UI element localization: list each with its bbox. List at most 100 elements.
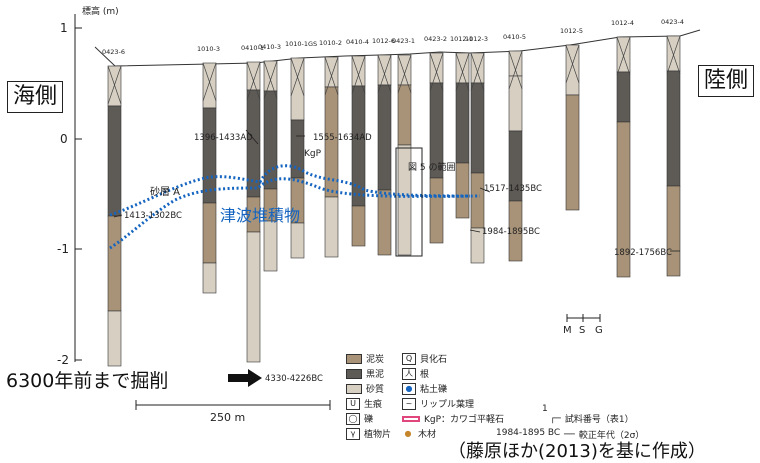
legend-item: ● 木材 xyxy=(402,427,437,441)
topsoil-mark xyxy=(246,61,261,101)
grain-label: S xyxy=(579,325,585,336)
column-id-label: 0410-4 xyxy=(346,38,369,46)
column-id-label: 1012-5 xyxy=(560,27,583,35)
topsoil-mark xyxy=(616,36,631,76)
column-id-label: 0423-2 xyxy=(424,35,447,43)
kgp-label: KgP xyxy=(304,149,322,159)
sand-layer xyxy=(470,52,485,84)
date-label: 1892-1756BC xyxy=(614,248,672,258)
land-side-label: 陸側 xyxy=(698,65,755,97)
legend-item: KgP：カワゴ平軽石 xyxy=(402,412,504,425)
legend-item: U 生痕 xyxy=(346,397,382,410)
topsoil-mark xyxy=(290,57,305,97)
sand-layer xyxy=(397,144,412,256)
date-label: 4330-4226BC xyxy=(265,374,323,384)
core-column: 1012-4 xyxy=(611,19,634,278)
sand-layer xyxy=(455,52,470,84)
mud-layer xyxy=(377,84,392,191)
excavation-arrow xyxy=(228,369,262,387)
peat-layer xyxy=(470,172,485,229)
sand-swatch xyxy=(346,383,362,394)
mud-layer xyxy=(107,105,122,217)
legend-calib-age: ── 較正年代（2σ） xyxy=(564,429,645,442)
root-icon: 人 xyxy=(402,367,416,380)
sand-layer xyxy=(470,227,485,264)
kgp-pumice-swatch xyxy=(402,415,420,422)
scale-label: 250 m xyxy=(210,411,245,424)
mud-layer xyxy=(470,82,485,174)
date-label: 1555-1634AD xyxy=(313,133,372,143)
topsoil-mark xyxy=(666,35,681,75)
sample-line-icon: ┌─ xyxy=(550,413,561,424)
sand-layer xyxy=(565,44,580,96)
legend: 泥炭 黒泥 砂質 U 生痕 ◯ 礫 γ 植物片 Q 貝化石 人根 ● 粘土礫 ~ リップル葉… xyxy=(346,352,706,452)
wood-icon: ● xyxy=(404,428,412,438)
topsoil-mark xyxy=(107,65,122,105)
fig5-range-box xyxy=(395,147,423,257)
core-column: 0423-6 xyxy=(102,48,125,367)
core-column: 0423-2 xyxy=(424,35,447,244)
column-id-label: 1012-3 xyxy=(465,35,488,43)
peat-layer xyxy=(508,200,523,262)
y-tick-label: 0 xyxy=(60,132,68,146)
sand-layer xyxy=(351,55,366,87)
sand-layer xyxy=(263,60,278,92)
clay-gravel-icon: ● xyxy=(402,382,416,395)
peat-layer xyxy=(455,162,470,219)
column-id-label: 0410-3 xyxy=(258,43,281,51)
column-id-label: 1012-4 xyxy=(611,19,634,27)
sand-layer xyxy=(508,50,523,77)
core-column: 1012-6 xyxy=(372,37,395,256)
plant-fragment-icon: γ xyxy=(346,427,360,440)
peat-swatch xyxy=(346,353,362,364)
peat-layer xyxy=(107,215,122,312)
legend-item: 泥炭 xyxy=(346,352,384,365)
legend-item: γ 植物片 xyxy=(346,427,391,440)
mud-layer xyxy=(455,82,470,164)
fig5-range-label: 図 5 の範囲 xyxy=(408,161,455,173)
ground-surface xyxy=(94,29,701,67)
shell-fossil-icon: Q xyxy=(402,352,416,365)
y-tick-label: -1 xyxy=(57,242,69,256)
y-tick-label: -2 xyxy=(57,353,69,367)
date-label: 1984-1895BC xyxy=(482,227,540,237)
grain-label: M xyxy=(563,325,572,336)
column-id-label: 1012-6 xyxy=(372,37,395,45)
excavation-note: 6300年前まで掘削 xyxy=(6,370,169,392)
topsoil-mark xyxy=(470,52,485,92)
column-id-label: 0423-1 xyxy=(392,37,415,45)
burrow-icon: U xyxy=(346,397,360,410)
column-id-label: 1010-1GS xyxy=(285,40,317,48)
legend-item: ● 粘土礫 xyxy=(402,382,447,395)
topsoil-mark xyxy=(429,52,444,92)
topsoil-mark xyxy=(351,55,366,95)
peat-layer xyxy=(565,94,580,211)
date-label: 1517-1435BC xyxy=(484,184,542,194)
topsoil-mark xyxy=(565,44,580,84)
topsoil-mark xyxy=(397,54,412,94)
peat-layer xyxy=(616,121,631,278)
core-column: 0410-5 xyxy=(503,33,526,262)
legend-item: ◯ 礫 xyxy=(346,412,373,425)
sand-layer xyxy=(246,231,261,363)
sand-layer xyxy=(290,57,305,121)
topsoil-mark xyxy=(455,52,470,92)
column-id-label: 0410-1 xyxy=(241,44,264,52)
axis-title: 標高 (m) xyxy=(82,5,119,17)
legend-sample-no: ┌─ 試料番号（表1） xyxy=(550,413,634,426)
sand-layer-label: 砂層 A xyxy=(150,185,180,198)
sand-layer xyxy=(377,54,392,86)
mud-layer xyxy=(290,119,305,179)
grain-label: G xyxy=(595,325,603,336)
core-column: 1012-1 xyxy=(450,35,473,219)
sand-layer xyxy=(246,61,261,91)
sand-layer xyxy=(107,310,122,367)
legend-item: Q 貝化石 xyxy=(402,352,447,365)
column-id-label: 1010-3 xyxy=(197,45,220,53)
core-column: 0410-4 xyxy=(346,38,369,247)
column-id-label: 1012-1 xyxy=(450,35,473,43)
ripple-icon: ~ xyxy=(402,397,416,410)
core-column: 1010-3 xyxy=(197,45,220,294)
